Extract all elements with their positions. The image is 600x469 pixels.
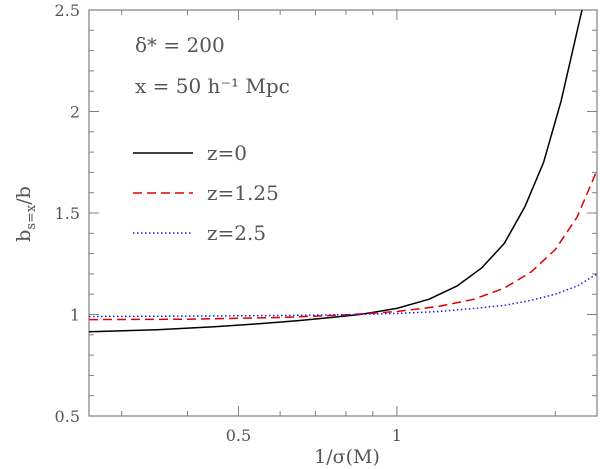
legend-label-z1-25: z=1.25 xyxy=(207,181,279,205)
legend-label-z2-5: z=2.5 xyxy=(207,221,266,245)
annotation-delta: δ* = 200 xyxy=(135,33,225,57)
curve-z0 xyxy=(89,10,583,333)
y-axis-label-subscript: s=x xyxy=(24,204,39,230)
data-series xyxy=(89,10,597,333)
y-tick-label: 1.5 xyxy=(55,204,80,223)
y-tick-label: 2 xyxy=(70,103,80,122)
y-tick-label: 2.5 xyxy=(55,1,80,20)
y-axis-label-tail: /b xyxy=(13,186,35,205)
y-tick-label: 1 xyxy=(70,306,80,325)
curve-z1-25 xyxy=(89,170,597,321)
axis-ticks: 0.5 1 1.5 2 2.5 0.5 1 xyxy=(55,1,597,445)
legend-label-z0: z=0 xyxy=(207,141,247,165)
annotation-x: x = 50 h⁻¹ Mpc xyxy=(135,74,290,98)
curve-z2-5 xyxy=(89,273,597,318)
x-axis-label: 1/σ(M) xyxy=(314,446,380,468)
y-axis-label: bs=x/b xyxy=(13,186,39,242)
x-tick-label: 1 xyxy=(392,426,402,445)
x-tick-label: 0.5 xyxy=(226,426,251,445)
legend: z=0 z=1.25 z=2.5 xyxy=(133,141,279,245)
y-tick-label: 0.5 xyxy=(55,407,80,426)
